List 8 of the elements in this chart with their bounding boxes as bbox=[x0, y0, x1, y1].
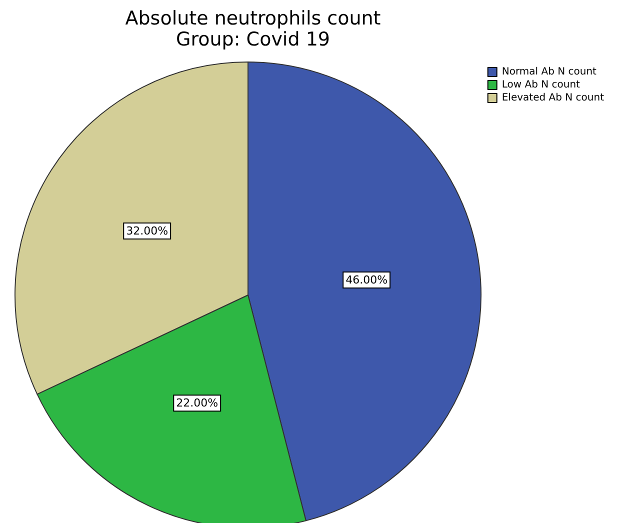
chart-subtitle: Group: Covid 19 bbox=[176, 28, 330, 50]
data-label: 32.00% bbox=[126, 224, 168, 238]
data-label: 46.00% bbox=[346, 274, 388, 287]
legend-label: Low Ab N count bbox=[502, 80, 580, 90]
legend-label: Elevated Ab N count bbox=[502, 92, 604, 104]
chart-title: Absolute neutrophils count bbox=[125, 8, 381, 30]
data-label: 22.00% bbox=[176, 396, 218, 410]
legend-label: Normal Ab N count bbox=[502, 66, 597, 78]
